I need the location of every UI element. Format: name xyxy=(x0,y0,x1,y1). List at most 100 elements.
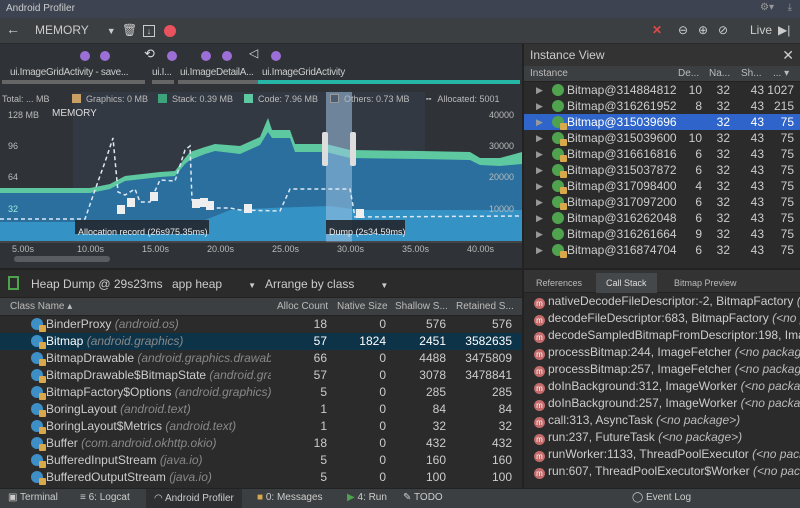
instance-row[interactable]: ▶ Bitmap@315039600 10 32 43 75 xyxy=(524,130,800,146)
instance-row[interactable]: ▶ Bitmap@317098400 4 32 43 75 xyxy=(524,178,800,194)
live-button[interactable]: Live xyxy=(750,23,773,37)
tab-bitmap-preview[interactable]: Bitmap Preview xyxy=(674,278,737,288)
expand-arrow-icon[interactable]: ▶ xyxy=(536,165,543,175)
back-arrow-icon[interactable]: ← xyxy=(6,21,20,37)
expand-arrow-icon[interactable]: ▶ xyxy=(536,101,543,111)
expand-arrow-icon[interactable]: ▶ xyxy=(536,133,543,143)
column-header[interactable]: ... ▾ xyxy=(773,68,790,79)
alloc-count-cell: 57 xyxy=(313,368,327,382)
event-dot[interactable] xyxy=(167,51,177,61)
record-button[interactable] xyxy=(164,25,176,37)
column-header[interactable]: Na... xyxy=(709,68,731,79)
retained-size-cell: 84 xyxy=(498,402,512,416)
class-row[interactable]: BitmapDrawable (android.graphics.drawabl… xyxy=(0,350,522,367)
instance-row[interactable]: ▶ Bitmap@316261952 8 32 43 215 xyxy=(524,98,800,114)
event-dot[interactable] xyxy=(201,51,211,61)
todo-tab[interactable]: ✎ TODO xyxy=(403,492,443,503)
column-header[interactable]: Sh... xyxy=(741,68,762,79)
instance-row[interactable]: ▶ Bitmap@316874704 6 32 43 75 xyxy=(524,242,800,258)
event-dot[interactable] xyxy=(80,51,90,61)
instance-row[interactable]: ▶ Bitmap@317097200 6 32 43 75 xyxy=(524,194,800,210)
reset-zoom-icon[interactable]: ⊘ xyxy=(718,23,729,37)
dump-label[interactable]: Dump (2s34.59ms) xyxy=(329,227,406,237)
expand-arrow-icon[interactable]: ▶ xyxy=(536,85,543,95)
stack-frame[interactable]: m nativeDecodeFileDescriptor:-2, BitmapFa… xyxy=(524,293,800,310)
stack-frame[interactable]: m doInBackground:257, ImageWorker (<no pa… xyxy=(524,395,800,412)
messages-tab[interactable]: ■ 0: Messages xyxy=(257,492,323,503)
class-row[interactable]: BufferedOutputStream (java.io) 5 0 100 1… xyxy=(0,469,522,486)
column-header[interactable]: Shallow S... xyxy=(395,301,448,312)
event-dot[interactable] xyxy=(271,51,281,61)
event-log-tab[interactable]: ◯ Event Log xyxy=(632,492,692,503)
rotate-icon[interactable]: ⟲ xyxy=(144,46,155,61)
run-tab[interactable]: ▶ 4: Run xyxy=(347,492,387,503)
stack-frame[interactable]: m processBitmap:244, ImageFetcher (<no pa… xyxy=(524,344,800,361)
instance-row[interactable]: ▶ Bitmap@316261664 9 32 43 75 xyxy=(524,226,800,242)
column-header[interactable]: Retained S... xyxy=(456,301,514,312)
expand-arrow-icon[interactable]: ▶ xyxy=(536,181,543,191)
class-row[interactable]: BitmapFactory$Options (android.graphics)… xyxy=(0,384,522,401)
stack-frame[interactable]: m run:237, FutureTask (<no package>) xyxy=(524,429,800,446)
column-header[interactable]: Alloc Count xyxy=(277,301,329,312)
tab-call-stack[interactable]: Call Stack xyxy=(596,273,657,293)
instance-icon xyxy=(552,212,564,224)
stack-frame[interactable]: m decodeSampledBitmapFromDescriptor:198, … xyxy=(524,327,800,344)
stack-frame[interactable]: m doInBackground:312, ImageWorker (<no pa… xyxy=(524,378,800,395)
expand-arrow-icon[interactable]: ▶ xyxy=(536,229,543,239)
expand-arrow-icon[interactable]: ▶ xyxy=(536,197,543,207)
class-row[interactable]: Buffer (com.android.okhttp.okio) 18 0 43… xyxy=(0,435,522,452)
terminal-tab[interactable]: ▣ Terminal xyxy=(8,492,58,503)
class-row[interactable]: BoringLayout$Metrics (android.text) 1 0 … xyxy=(0,418,522,435)
allocation-record-label[interactable]: Allocation record (26s975.35ms) xyxy=(78,227,208,237)
zoom-out-icon[interactable]: ⊖ xyxy=(678,23,689,37)
shallow-size-cell: 43 xyxy=(750,179,764,193)
class-row[interactable]: Bitmap (android.graphics) 57 1824 2451 3… xyxy=(0,333,522,350)
stack-frame[interactable]: m call:313, AsyncTask (<no package>) xyxy=(524,412,800,429)
memory-timeline[interactable]: ⟲ ◁ ui.ImageGridActivity - save... ui.I.… xyxy=(0,44,522,268)
dump-heap-icon[interactable]: ↓ xyxy=(143,25,155,37)
column-header[interactable]: Instance xyxy=(530,68,568,79)
expand-arrow-icon[interactable]: ▶ xyxy=(536,149,543,159)
back-press-icon[interactable]: ◁ xyxy=(249,46,259,60)
class-row[interactable]: BufferedInputStream (java.io) 5 0 160 16… xyxy=(0,452,522,469)
event-dot[interactable] xyxy=(100,51,110,61)
stack-frame[interactable]: m run:607, ThreadPoolExecutor$Worker (<no… xyxy=(524,463,800,480)
zoom-in-icon[interactable]: ⊕ xyxy=(698,23,709,37)
profiler-select[interactable]: MEMORY ▼ xyxy=(35,23,116,37)
gear-icon[interactable]: ⚙▾ xyxy=(760,2,774,13)
column-header[interactable]: Class Name ▴ xyxy=(10,301,73,312)
garbage-collect-icon[interactable]: 🗑 xyxy=(122,23,138,37)
frame-method: nativeDecodeFileDescriptor:-2, BitmapFac… xyxy=(548,294,794,308)
instance-row[interactable]: ▶ Bitmap@316262048 6 32 43 75 xyxy=(524,210,800,226)
column-header[interactable]: Native Size xyxy=(337,301,388,312)
class-row[interactable]: BitmapDrawable$BitmapState (android.grap… xyxy=(0,367,522,384)
hide-icon[interactable]: ⤓ xyxy=(787,2,792,13)
class-row[interactable]: BinderProxy (android.os) 18 0 576 576 xyxy=(0,316,522,333)
stack-frame[interactable]: m processBitmap:257, ImageFetcher (<no pa… xyxy=(524,361,800,378)
instance-row[interactable]: ▶ Bitmap@316616816 6 32 43 75 xyxy=(524,146,800,162)
stack-frame[interactable]: m runWorker:1133, ThreadPoolExecutor (<no… xyxy=(524,446,800,463)
expand-arrow-icon[interactable]: ▶ xyxy=(536,213,543,223)
method-icon: m xyxy=(534,332,545,343)
expand-arrow-icon[interactable]: ▶ xyxy=(536,117,543,127)
jump-to-live-icon[interactable]: ▶| xyxy=(778,23,791,37)
android-profiler-tab[interactable]: ◠ Android Profiler xyxy=(146,489,242,508)
stack-frame[interactable]: m decodeFileDescriptor:683, BitmapFactory… xyxy=(524,310,800,327)
arrange-select[interactable]: Arrange by class ▼ xyxy=(265,277,389,291)
call-stack-list[interactable]: m nativeDecodeFileDescriptor:-2, BitmapFa… xyxy=(524,293,800,485)
stop-session-icon[interactable]: ✕ xyxy=(652,23,663,37)
heap-select[interactable]: app heap ▼ xyxy=(172,277,256,291)
instance-row[interactable]: ▶ Bitmap@314884812 10 32 43 1027 xyxy=(524,82,800,98)
timeline-scrollbar[interactable] xyxy=(14,256,110,262)
instance-row[interactable]: ▶ Bitmap@315037872 6 32 43 75 xyxy=(524,162,800,178)
event-dot[interactable] xyxy=(222,51,232,61)
logcat-tab[interactable]: ≡ 6: Logcat xyxy=(80,492,130,503)
column-header[interactable]: De... xyxy=(678,68,700,79)
tab-references[interactable]: References xyxy=(536,278,583,288)
alloc-count-cell: 5 xyxy=(320,385,327,399)
export-icon[interactable] xyxy=(8,276,19,290)
class-row[interactable]: BoringLayout (android.text) 1 0 84 84 xyxy=(0,401,522,418)
instance-row[interactable]: ▶ Bitmap@315039696 32 43 75 xyxy=(524,114,800,130)
close-icon[interactable]: ✕ xyxy=(782,47,794,63)
expand-arrow-icon[interactable]: ▶ xyxy=(536,245,543,255)
